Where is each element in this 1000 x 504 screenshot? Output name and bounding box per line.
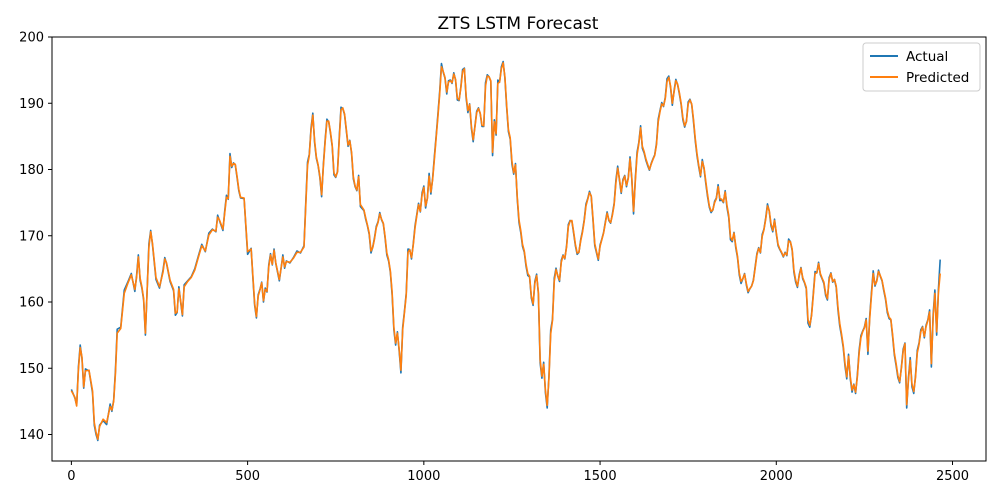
x-tick-label: 2000: [760, 469, 793, 484]
legend-label-actual: Actual: [906, 49, 948, 65]
x-tick-label: 1000: [407, 469, 440, 484]
x-tick-label: 500: [235, 469, 260, 484]
y-tick-label: 180: [19, 163, 44, 178]
x-tick-label: 0: [67, 469, 75, 484]
x-tick-label: 2500: [936, 469, 969, 484]
y-tick-label: 200: [19, 31, 44, 46]
chart-title: ZTS LSTM Forecast: [438, 14, 599, 34]
plot-area: 0 500 1000 1500 2000 2500 140 150 160 170 180 190 20…: [19, 31, 987, 484]
series-line-predicted: [70, 62, 941, 440]
y-tick-label: 160: [19, 296, 44, 311]
axes-frame: [51, 36, 987, 462]
legend-label-predicted: Predicted: [906, 70, 969, 86]
y-tick-label: 190: [19, 97, 44, 112]
y-tick-label: 170: [19, 229, 44, 244]
legend: Actual Predicted: [862, 42, 981, 92]
y-tick-label: 140: [19, 428, 44, 443]
y-tick-label: 150: [19, 362, 44, 377]
x-tick-label: 1500: [584, 469, 617, 484]
